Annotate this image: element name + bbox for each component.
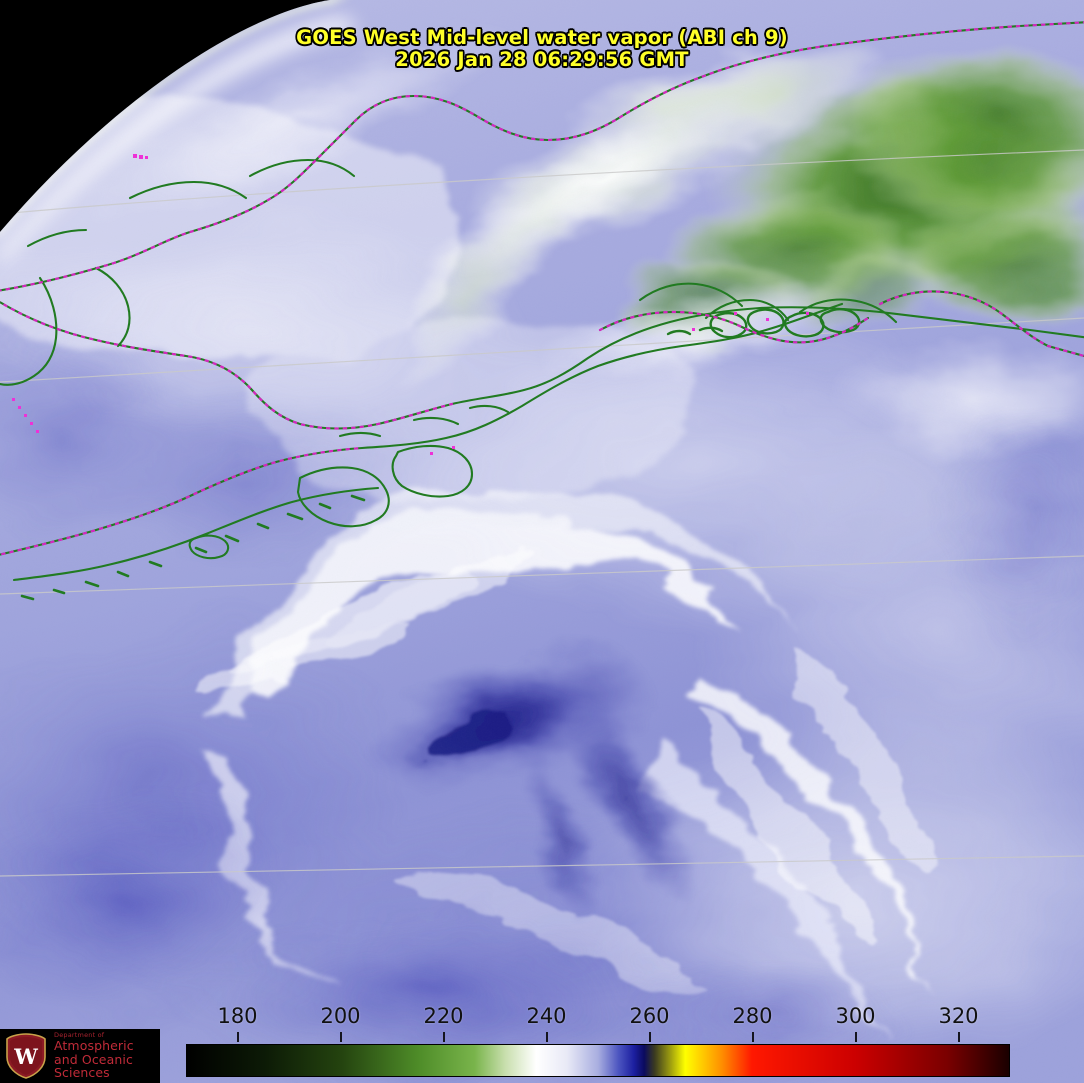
- logo-department-kicker: Department of: [54, 1031, 105, 1040]
- colorbar-region: 180 200 220 240 260 280 300 320: [0, 1000, 1084, 1083]
- colorbar-tick-label: 220: [423, 1004, 464, 1028]
- logo-line-2: and Oceanic Sciences: [54, 1051, 133, 1081]
- logo-line-1: Atmospheric: [54, 1038, 134, 1054]
- colorbar[interactable]: [186, 1044, 1010, 1077]
- institution-logo: W Department of Atmospheric and Oceanic …: [0, 1029, 160, 1083]
- svg-text:W: W: [13, 1044, 38, 1069]
- colorbar-tick-labels: 180 200 220 240 260 280 300 320: [0, 1000, 1084, 1042]
- colorbar-tick-label: 200: [320, 1004, 361, 1028]
- colorbar-tick-label: 320: [938, 1004, 979, 1028]
- colorbar-gradient: [187, 1045, 1009, 1076]
- colorbar-tick-mark: [751, 1032, 754, 1042]
- colorbar-tick-mark: [236, 1032, 239, 1042]
- colorbar-tick-label: 240: [526, 1004, 567, 1028]
- uw-crest-icon: W: [5, 1033, 47, 1079]
- colorbar-tick-mark: [648, 1032, 651, 1042]
- colorbar-tick-mark: [545, 1032, 548, 1042]
- colorbar-tick-label: 180: [217, 1004, 258, 1028]
- colorbar-tick-label: 300: [835, 1004, 876, 1028]
- colorbar-tick-label: 260: [629, 1004, 670, 1028]
- colorbar-tick-mark: [442, 1032, 445, 1042]
- colorbar-tick-label: 280: [732, 1004, 773, 1028]
- colorbar-tick-mark: [854, 1032, 857, 1042]
- logo-wordmark: Department of Atmospheric and Oceanic Sc…: [54, 1032, 160, 1080]
- colorbar-tick-mark: [339, 1032, 342, 1042]
- colorbar-tick-mark: [957, 1032, 960, 1042]
